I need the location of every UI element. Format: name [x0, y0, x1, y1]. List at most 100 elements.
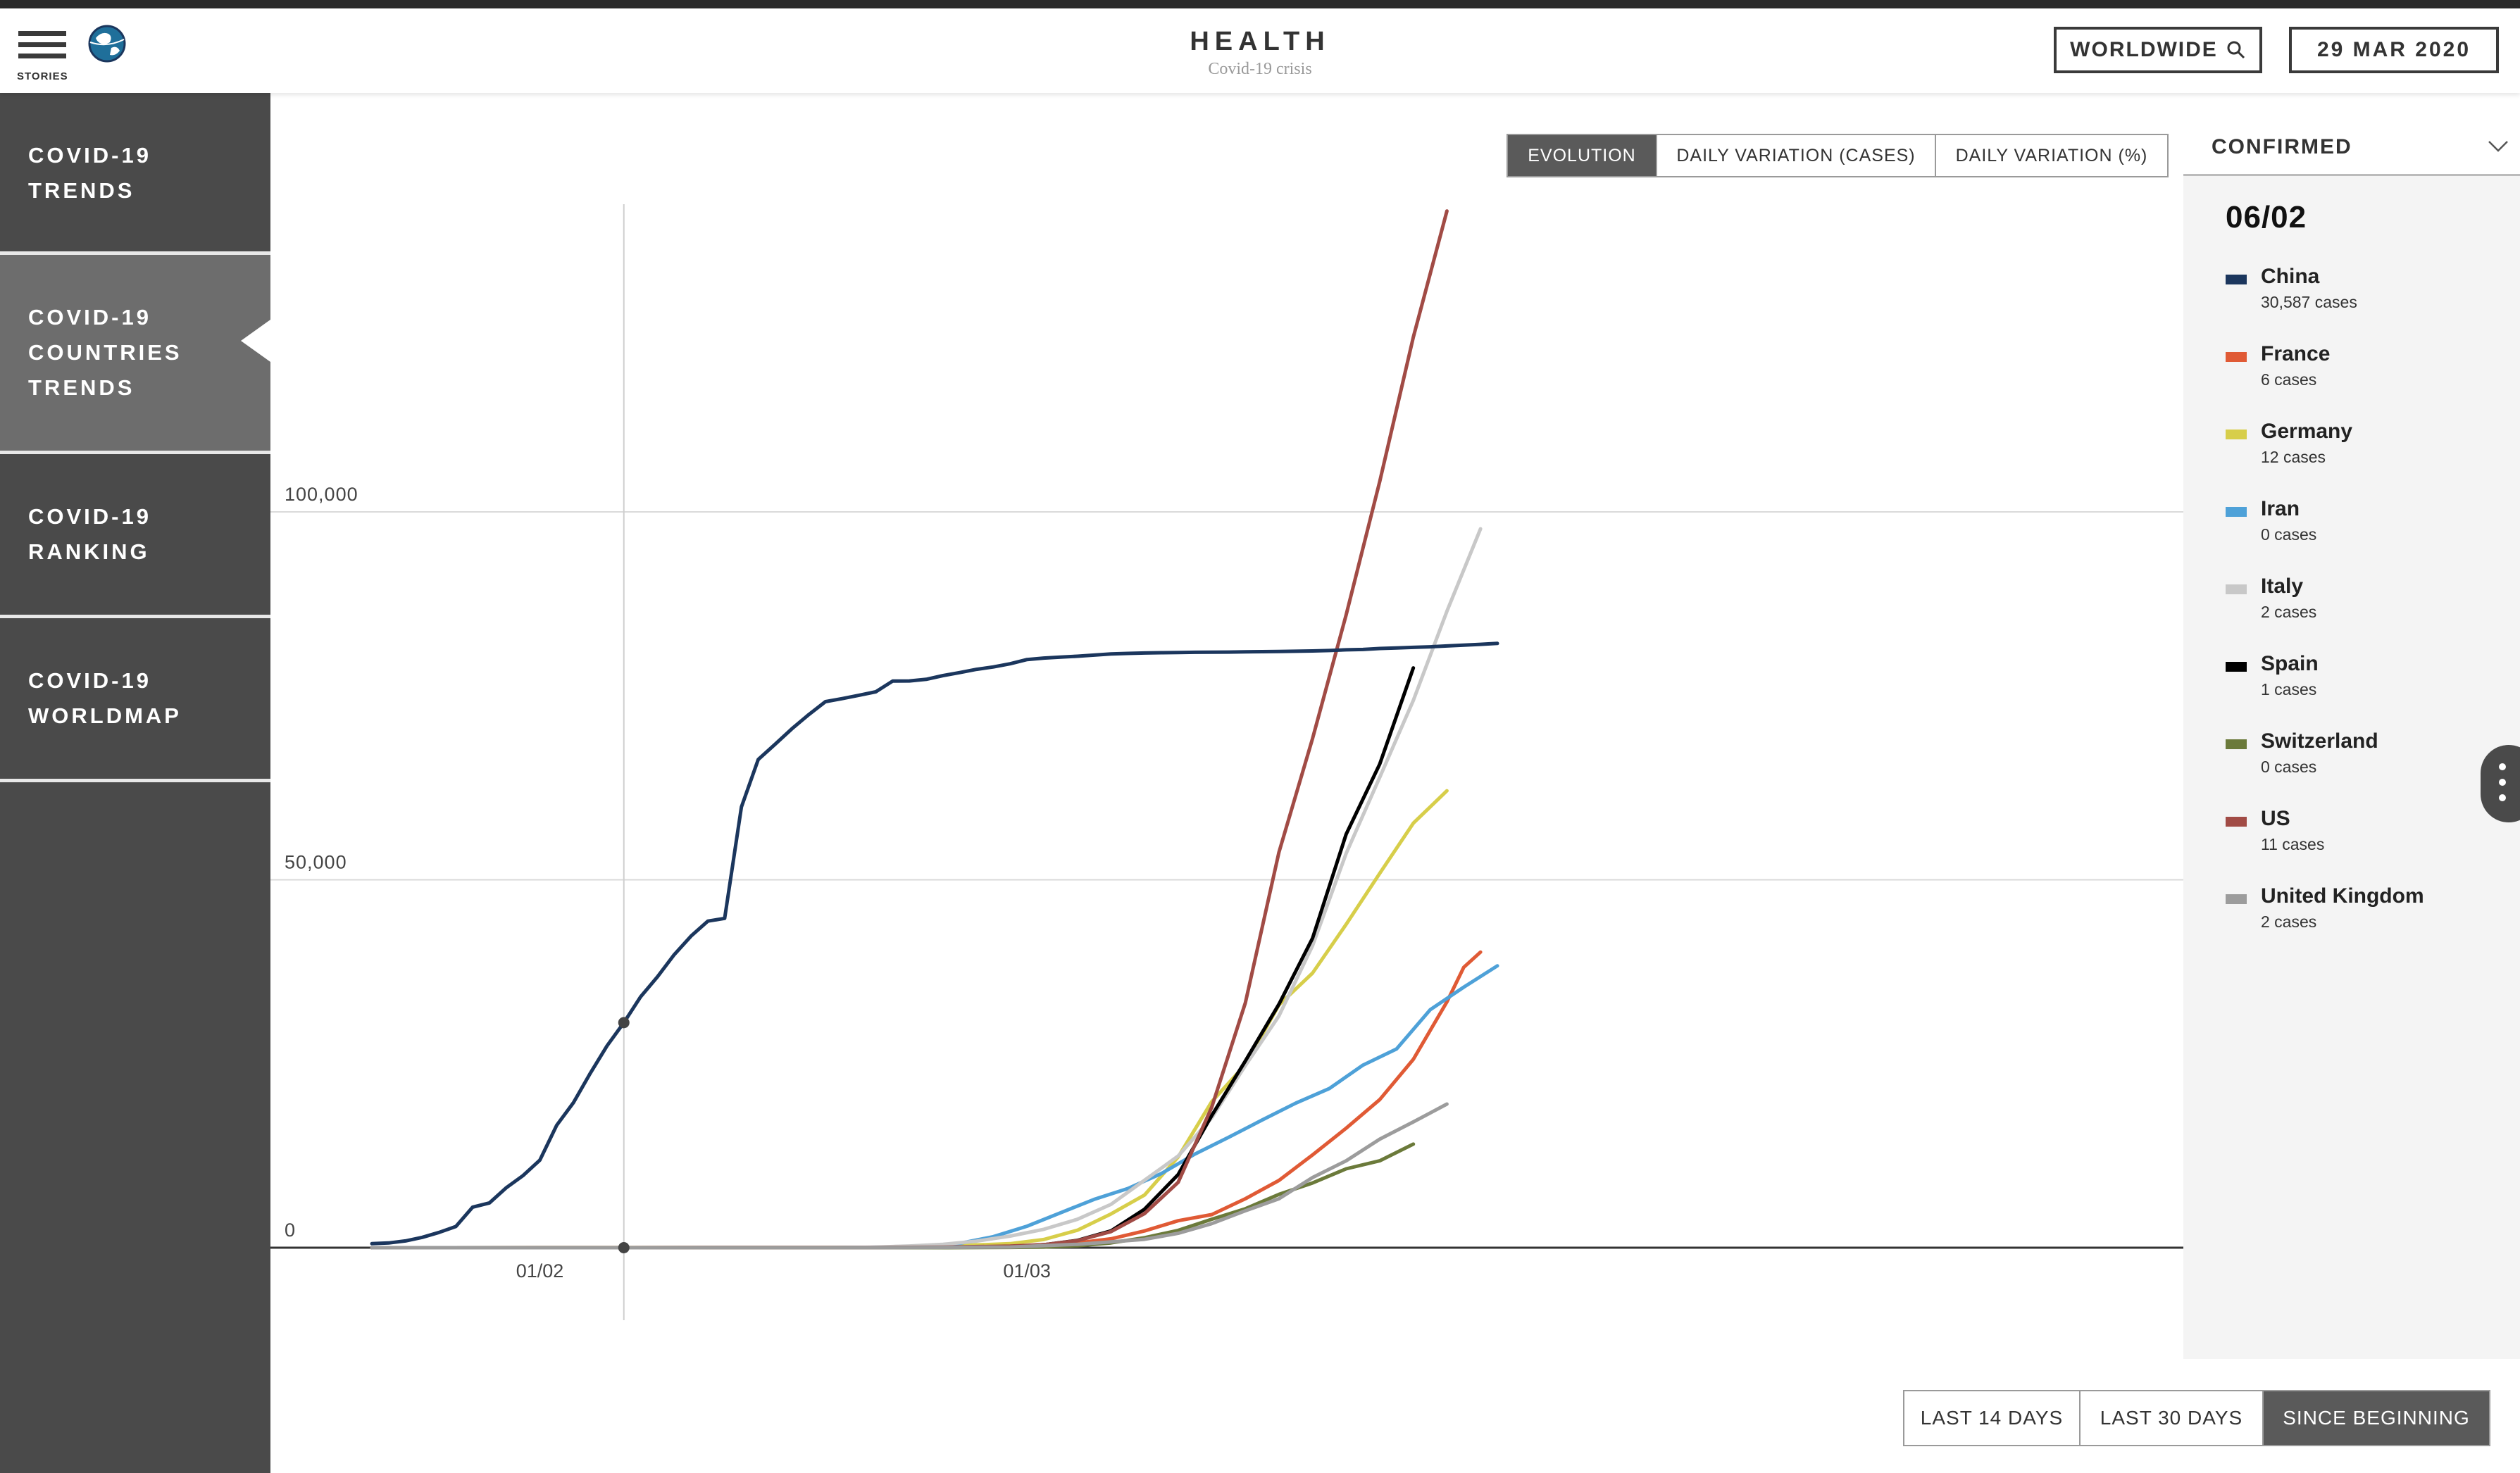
legend-cases: 1 cases: [2261, 680, 2317, 698]
tab-daily-variation-percent[interactable]: DAILY VARIATION (%): [1936, 135, 2167, 176]
range-label: LAST 14 DAYS: [1920, 1407, 2064, 1429]
sidebar-item-covid19-countries-trends[interactable]: COVID-19 COUNTRIES TRENDS: [0, 255, 270, 452]
legend-item[interactable]: Iran 0 cases: [2226, 493, 2507, 556]
legend-item[interactable]: Switzerland 0 cases: [2226, 725, 2507, 789]
legend-country-name: Spain: [2261, 652, 2319, 675]
legend-swatch: [2226, 352, 2247, 362]
sidebar-item-label: COVID-19 COUNTRIES TRENDS: [28, 305, 182, 400]
legend-item[interactable]: Germany 12 cases: [2226, 415, 2507, 479]
menu-icon-bar: [18, 42, 66, 47]
sidebar-item-covid19-trends[interactable]: COVID-19 TRENDS: [0, 93, 270, 253]
more-icon-dot: [2499, 779, 2506, 786]
menu-button[interactable]: STORIES: [17, 28, 68, 84]
series-line-us: [370, 209, 1449, 1250]
legend-country-name: United Kingdom: [2261, 884, 2424, 908]
legend-item[interactable]: United Kingdom 2 cases: [2226, 880, 2507, 944]
hover-point: [618, 1242, 630, 1253]
chevron-down-icon: [2488, 141, 2508, 152]
legend-swatch: [2226, 662, 2247, 672]
legend-swatch: [2226, 584, 2247, 594]
legend-cases: 2 cases: [2261, 603, 2317, 621]
series-line-china: [370, 641, 1499, 1246]
range-label: SINCE BEGINNING: [2283, 1407, 2470, 1429]
legend-item[interactable]: US 11 cases: [2226, 803, 2507, 866]
range-last-30-days[interactable]: LAST 30 DAYS: [2081, 1391, 2264, 1445]
tab-daily-variation-cases[interactable]: DAILY VARIATION (CASES): [1657, 135, 1936, 176]
page-subtitle: Covid-19 crisis: [1208, 60, 1312, 78]
x-tick-label: 01/02: [516, 1260, 564, 1281]
worldwide-label: WORLDWIDE: [2070, 38, 2218, 61]
metric-label: CONFIRMED: [2212, 135, 2352, 158]
legend-swatch: [2226, 817, 2247, 827]
globe-icon[interactable]: [87, 24, 127, 63]
tab-label: EVOLUTION: [1528, 145, 1636, 165]
legend-cases: 12 cases: [2261, 448, 2326, 466]
top-strip: [0, 0, 2520, 8]
time-range-selector: LAST 14 DAYS LAST 30 DAYS SINCE BEGINNIN…: [1903, 1390, 2490, 1446]
evolution-chart[interactable]: 0 50,000 100,000 01/02 01/03: [270, 197, 2183, 1324]
sidebar-item-covid19-worldmap[interactable]: COVID-19 WORLDMAP: [0, 618, 270, 779]
active-indicator-arrow: [241, 320, 270, 362]
legend-item[interactable]: France 6 cases: [2226, 338, 2507, 401]
legend-item[interactable]: China 30,587 cases: [2226, 261, 2507, 324]
tab-label: DAILY VARIATION (CASES): [1676, 145, 1916, 165]
series-line-iran: [370, 964, 1499, 1250]
legend-country-name: France: [2261, 342, 2331, 365]
hover-date: 06/02: [2226, 200, 2307, 234]
legend-cases: 11 cases: [2261, 835, 2325, 853]
sidebar-divider: [0, 451, 270, 454]
menu-icon-bar: [18, 31, 66, 36]
menu-label: STORIES: [17, 70, 68, 82]
metric-dropdown[interactable]: CONFIRMED: [2183, 120, 2520, 176]
app-header: STORIES HEALTH Covid-19 crisis WORLDWIDE…: [0, 8, 2520, 93]
series-line-united-kingdom: [370, 1102, 1449, 1250]
series-line-italy: [370, 527, 1483, 1250]
sidebar-item-covid19-ranking[interactable]: COVID-19 RANKING: [0, 454, 270, 615]
legend-country-name: Switzerland: [2261, 729, 2378, 753]
legend-country-name: US: [2261, 807, 2290, 830]
range-since-beginning[interactable]: SINCE BEGINNING: [2264, 1391, 2489, 1445]
legend-cases: 30,587 cases: [2261, 293, 2357, 311]
tab-label: DAILY VARIATION (%): [1955, 145, 2148, 165]
chart-view-tabs: EVOLUTION DAILY VARIATION (CASES) DAILY …: [1507, 134, 2169, 177]
date-button[interactable]: 29 MAR 2020: [2289, 27, 2499, 73]
legend-country-name: China: [2261, 265, 2320, 288]
side-panel-handle[interactable]: [2481, 745, 2520, 822]
page-title: HEALTH: [1190, 27, 1330, 56]
sidebar-divider: [0, 779, 270, 782]
y-tick-label: 100,000: [285, 484, 358, 505]
sidebar-item-label: COVID-19 WORLDMAP: [28, 668, 182, 728]
menu-icon-bar: [18, 54, 66, 58]
legend-item[interactable]: Italy 2 cases: [2226, 570, 2507, 634]
legend-swatch: [2226, 430, 2247, 439]
legend-cases: 0 cases: [2261, 525, 2317, 544]
legend-swatch: [2226, 739, 2247, 749]
legend-cases: 6 cases: [2261, 370, 2317, 389]
series-line-germany: [370, 789, 1449, 1250]
y-tick-label: 50,000: [285, 852, 347, 873]
legend-cases: 0 cases: [2261, 758, 2317, 776]
legend-country-name: Italy: [2261, 575, 2304, 598]
legend-country-name: Germany: [2261, 420, 2353, 443]
range-last-14-days[interactable]: LAST 14 DAYS: [1904, 1391, 2081, 1445]
date-label: 29 MAR 2020: [2316, 38, 2471, 61]
sidebar-item-label: COVID-19 RANKING: [28, 504, 151, 564]
series-line-france: [370, 950, 1483, 1250]
sidebar-item-label: COVID-19 TRENDS: [28, 143, 151, 203]
series-line-switzerland: [370, 1142, 1416, 1250]
legend-swatch: [2226, 894, 2247, 904]
worldwide-search-button[interactable]: WORLDWIDE: [2054, 27, 2262, 73]
hover-point: [618, 1017, 630, 1029]
y-tick-label: 0: [285, 1220, 296, 1241]
legend-swatch: [2226, 275, 2247, 284]
x-tick-label: 01/03: [1003, 1260, 1051, 1281]
sidebar-divider: [0, 615, 270, 618]
legend-cases: 2 cases: [2261, 913, 2317, 931]
search-icon: [2227, 41, 2245, 59]
more-icon-dot: [2499, 763, 2506, 770]
legend-country-name: Iran: [2261, 497, 2300, 520]
legend-swatch: [2226, 507, 2247, 517]
tab-evolution[interactable]: EVOLUTION: [1508, 135, 1657, 176]
legend-item[interactable]: Spain 1 cases: [2226, 648, 2507, 711]
more-icon-dot: [2499, 794, 2506, 801]
